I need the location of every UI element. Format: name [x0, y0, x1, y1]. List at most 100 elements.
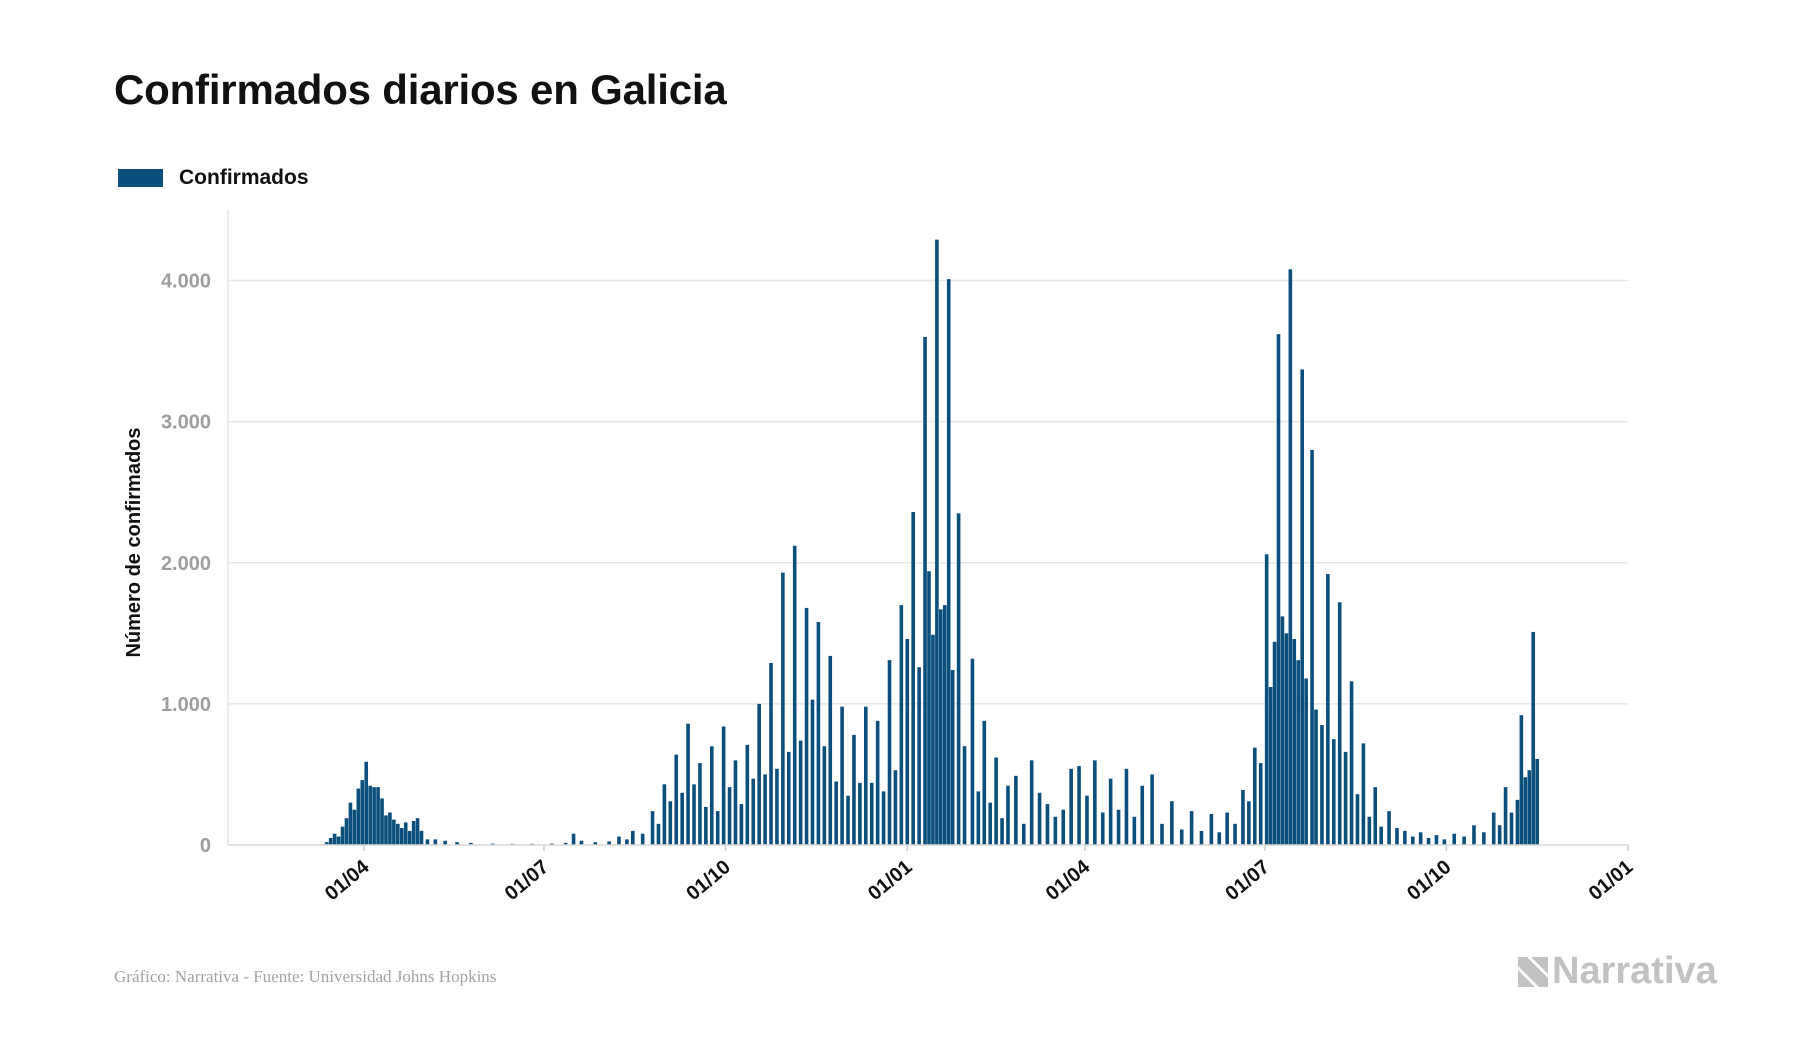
bar — [1225, 812, 1229, 845]
bar — [1349, 681, 1354, 845]
bar — [786, 751, 791, 845]
bar — [1491, 812, 1496, 845]
bar — [1361, 743, 1366, 845]
bar — [1160, 823, 1164, 845]
bar — [869, 782, 874, 845]
bar — [1014, 775, 1018, 845]
bar — [1503, 787, 1508, 845]
bar — [1296, 660, 1301, 845]
bar — [939, 609, 943, 845]
bar — [1320, 725, 1324, 845]
bar — [1217, 832, 1222, 845]
bar — [1497, 825, 1502, 845]
bar — [686, 723, 690, 845]
bar — [650, 811, 655, 845]
bar — [704, 806, 708, 845]
bar — [1418, 832, 1423, 845]
bar — [425, 839, 430, 845]
bar — [433, 839, 438, 845]
bar — [1531, 631, 1536, 845]
y-axis-label: Número de confirmados — [123, 427, 145, 657]
bar — [810, 699, 815, 845]
bar — [834, 781, 838, 845]
bar — [905, 638, 910, 845]
bar — [1472, 825, 1476, 845]
x-tick-label: 01/07 — [1221, 856, 1273, 905]
bar — [1331, 739, 1336, 845]
bar — [1233, 823, 1237, 845]
bar — [745, 744, 750, 845]
bar — [852, 734, 856, 845]
source-note: Gráfico: Narrativa - Fuente: Universidad… — [114, 967, 497, 986]
bar — [1426, 837, 1431, 845]
bar — [1124, 768, 1129, 845]
bar — [1326, 574, 1330, 845]
x-tick-label: 01/01 — [1585, 856, 1637, 905]
bar — [625, 839, 629, 845]
y-tick-label: 0 — [200, 835, 211, 857]
bar — [1509, 812, 1514, 845]
bar — [1276, 334, 1281, 845]
bar — [923, 337, 927, 845]
bar — [372, 787, 376, 845]
bar — [757, 703, 761, 845]
x-tick-label: 01/10 — [1403, 856, 1455, 905]
bar — [1116, 809, 1121, 845]
bar — [927, 571, 931, 845]
bar — [994, 757, 998, 845]
bar — [1519, 715, 1524, 845]
bar — [1272, 641, 1277, 845]
bar — [781, 572, 785, 845]
x-axis-ticks: 01/04 01/07 01/10 01/01 01/04 01/07 01/10 01/01 — [321, 845, 1637, 905]
bar — [1077, 765, 1081, 845]
bar — [1373, 787, 1378, 845]
narrativa-logo: Narrativa — [1518, 950, 1717, 993]
x-tick-label: 01/04 — [1042, 855, 1095, 905]
bar — [364, 761, 369, 845]
bar — [1179, 829, 1184, 845]
bar — [1264, 554, 1269, 845]
bar — [631, 830, 635, 845]
bar — [1150, 774, 1154, 845]
bar — [751, 778, 756, 845]
bar — [976, 791, 981, 845]
bar — [709, 746, 714, 845]
bar — [1189, 811, 1194, 845]
bar — [1037, 792, 1042, 845]
bar — [858, 782, 862, 845]
bar — [668, 801, 673, 845]
y-tick-label: 3.000 — [161, 412, 211, 434]
bar — [1284, 633, 1289, 845]
bar — [1288, 269, 1293, 845]
bar — [662, 784, 667, 845]
bar — [392, 819, 396, 845]
bar — [1247, 801, 1251, 845]
bar — [344, 818, 349, 845]
bar — [455, 842, 459, 845]
bar — [1292, 638, 1297, 845]
bar — [1304, 678, 1308, 845]
bar — [403, 822, 408, 845]
x-tick-label: 01/01 — [864, 856, 916, 905]
bar — [1355, 794, 1360, 845]
bar — [1268, 686, 1273, 845]
bar — [348, 802, 353, 845]
bar — [563, 842, 568, 845]
legend: Confirmados — [118, 166, 309, 190]
y-tick-label: 4.000 — [161, 271, 211, 293]
bar — [1515, 799, 1520, 845]
bar — [1140, 785, 1145, 845]
bar — [396, 823, 400, 845]
bar — [1395, 828, 1399, 845]
bar — [1093, 760, 1097, 845]
chart-title: Confirmados diarios en Galicia — [114, 66, 727, 113]
bar — [911, 511, 915, 845]
bar — [804, 607, 809, 845]
bar — [1535, 758, 1539, 845]
bar — [360, 780, 365, 845]
bar — [899, 605, 904, 845]
y-axis-ticks: 0 1.000 2.000 3.000 4.000 — [161, 271, 211, 857]
bar — [846, 795, 850, 845]
bar — [1085, 795, 1089, 845]
